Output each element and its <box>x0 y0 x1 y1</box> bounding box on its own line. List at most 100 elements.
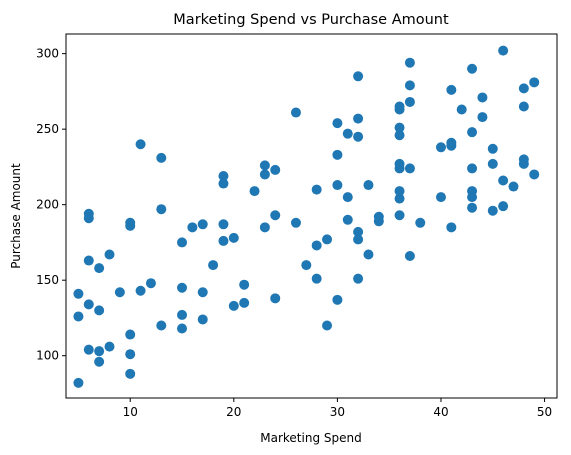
scatter-point <box>394 186 405 197</box>
scatter-point <box>125 349 136 360</box>
scatter-point <box>477 112 488 123</box>
scatter-point <box>332 149 343 160</box>
axes-layer <box>65 33 558 399</box>
scatter-point <box>498 175 509 186</box>
scatter-point <box>353 226 364 237</box>
scatter-point <box>415 217 426 228</box>
scatter-point <box>456 104 467 115</box>
scatter-point <box>73 311 84 322</box>
scatter-point <box>446 84 457 95</box>
scatter-point <box>487 205 498 216</box>
scatter-point <box>322 234 333 245</box>
scatter-point <box>197 219 208 230</box>
scatter-point <box>197 287 208 298</box>
x-tick-label: 30 <box>330 405 345 419</box>
x-tick-label: 10 <box>123 405 138 419</box>
scatter-point <box>404 163 415 174</box>
scatter-point <box>467 186 478 197</box>
scatter-point <box>104 249 115 260</box>
scatter-point <box>125 217 136 228</box>
scatter-point <box>435 142 446 153</box>
scatter-point <box>394 193 405 204</box>
x-axis-label: Marketing Spend <box>260 431 361 445</box>
scatter-point <box>311 184 322 195</box>
scatter-point <box>332 118 343 129</box>
scatter-point <box>270 293 281 304</box>
scatter-point <box>197 314 208 325</box>
scatter-point <box>114 287 125 298</box>
scatter-point <box>353 113 364 124</box>
scatter-point <box>270 210 281 221</box>
y-tick-label: 100 <box>36 349 59 363</box>
scatter-point <box>125 368 136 379</box>
scatter-point <box>218 235 229 246</box>
scatter-point <box>145 278 156 289</box>
scatter-point <box>270 164 281 175</box>
scatter-point <box>446 137 457 148</box>
scatter-point <box>404 57 415 68</box>
plot-frame <box>65 33 558 399</box>
scatter-point <box>290 217 301 228</box>
scatter-point <box>487 158 498 169</box>
scatter-point <box>83 299 94 310</box>
scatter-point <box>208 260 219 271</box>
scatter-point <box>249 186 260 197</box>
x-tick-label: 40 <box>433 405 448 419</box>
scatter-point <box>259 169 270 180</box>
scatter-point <box>518 154 529 165</box>
y-tick-label: 150 <box>36 273 59 287</box>
scatter-point <box>228 232 239 243</box>
chart-title: Marketing Spend vs Purchase Amount <box>173 12 449 28</box>
scatter-point <box>177 237 188 248</box>
scatter-point <box>498 201 509 212</box>
scatter-point <box>353 71 364 82</box>
scatter-point <box>342 192 353 203</box>
scatter-point <box>259 160 270 171</box>
scatter-point <box>446 222 457 233</box>
scatter-point <box>498 45 509 56</box>
scatter-point <box>394 101 405 112</box>
scatter-point <box>187 222 198 233</box>
scatter-point <box>363 249 374 260</box>
scatter-point <box>404 96 415 107</box>
scatter-point <box>394 130 405 141</box>
scatter-point <box>529 77 540 88</box>
scatter-point <box>290 107 301 118</box>
scatter-point <box>477 92 488 103</box>
scatter-point <box>353 234 364 245</box>
scatter-point <box>125 329 136 340</box>
scatter-point <box>487 143 498 154</box>
scatter-point <box>83 344 94 355</box>
scatter-point <box>218 170 229 181</box>
scatter-point <box>332 180 343 191</box>
scatter-point <box>353 131 364 142</box>
scatter-point <box>156 204 167 215</box>
scatter-point <box>467 127 478 138</box>
scatter-point <box>518 83 529 94</box>
scatter-point <box>73 288 84 299</box>
scatter-point <box>239 297 250 308</box>
scatter-point <box>518 101 529 112</box>
scatter-point <box>228 300 239 311</box>
scatter-point <box>259 222 270 233</box>
scatter-point <box>218 219 229 230</box>
scatter-point <box>83 255 94 266</box>
scatter-point <box>83 208 94 219</box>
scatter-point <box>135 285 146 296</box>
scatter-point <box>394 122 405 133</box>
scatter-point <box>239 279 250 290</box>
scatter-point <box>177 309 188 320</box>
scatter-point <box>508 181 519 192</box>
scatter-point <box>467 163 478 174</box>
scatter-point <box>363 180 374 191</box>
scatter-point <box>156 320 167 331</box>
scatter-point <box>404 251 415 262</box>
points-layer <box>73 45 540 388</box>
scatter-point <box>435 192 446 203</box>
scatter-point <box>94 356 105 367</box>
ticks-layer: 10 20 30 40 50 100 150 200 250 300 <box>36 47 552 419</box>
scatter-point <box>104 341 115 352</box>
scatter-point <box>73 377 84 388</box>
scatter-point <box>529 169 540 180</box>
